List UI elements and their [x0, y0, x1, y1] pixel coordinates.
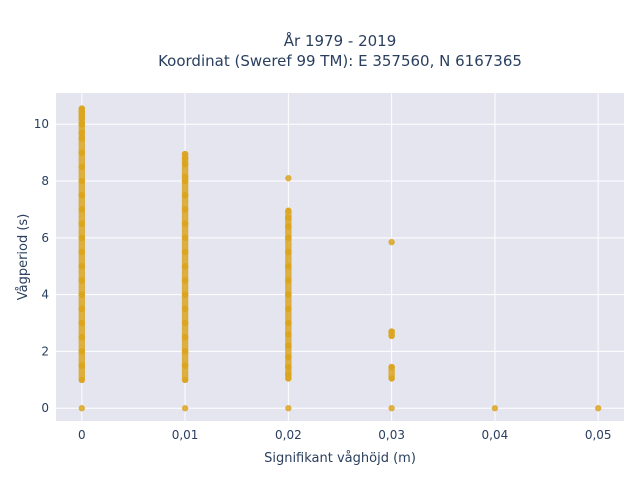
x-tick-label: 0,04	[482, 428, 509, 442]
y-tick-label: 2	[41, 344, 49, 358]
x-tick-label: 0	[78, 428, 86, 442]
data-point	[285, 405, 292, 412]
data-point	[285, 174, 292, 182]
chart-title: År 1979 - 2019	[284, 31, 397, 50]
y-axis-ticks: 0 2 4 6 8 10	[34, 117, 49, 415]
x-tick-label: 0,05	[585, 428, 612, 442]
plot-background	[56, 93, 624, 421]
y-tick-label: 0	[41, 401, 49, 415]
x-axis-title: Signifikant våghöjd (m)	[264, 451, 416, 466]
y-tick-label: 4	[41, 288, 49, 302]
chart-subtitle: Koordinat (Sweref 99 TM): E 357560, N 61…	[158, 52, 522, 70]
y-tick-label: 8	[41, 174, 49, 188]
data-points	[78, 105, 602, 412]
data-point	[388, 405, 395, 412]
data-point	[78, 405, 86, 412]
data-point	[181, 405, 189, 412]
x-tick-label: 0,02	[275, 428, 302, 442]
y-tick-label: 6	[41, 231, 49, 245]
data-point	[388, 238, 395, 246]
data-point	[594, 405, 602, 412]
x-axis-ticks: 0 0,01 0,02 0,03 0,04 0,05	[78, 428, 612, 442]
grid-lines	[56, 93, 624, 421]
data-point	[491, 405, 499, 412]
y-axis-title: Vågperiod (s)	[16, 214, 31, 301]
x-tick-label: 0,03	[378, 428, 405, 442]
y-tick-label: 10	[34, 117, 49, 131]
x-tick-label: 0,01	[172, 428, 199, 442]
